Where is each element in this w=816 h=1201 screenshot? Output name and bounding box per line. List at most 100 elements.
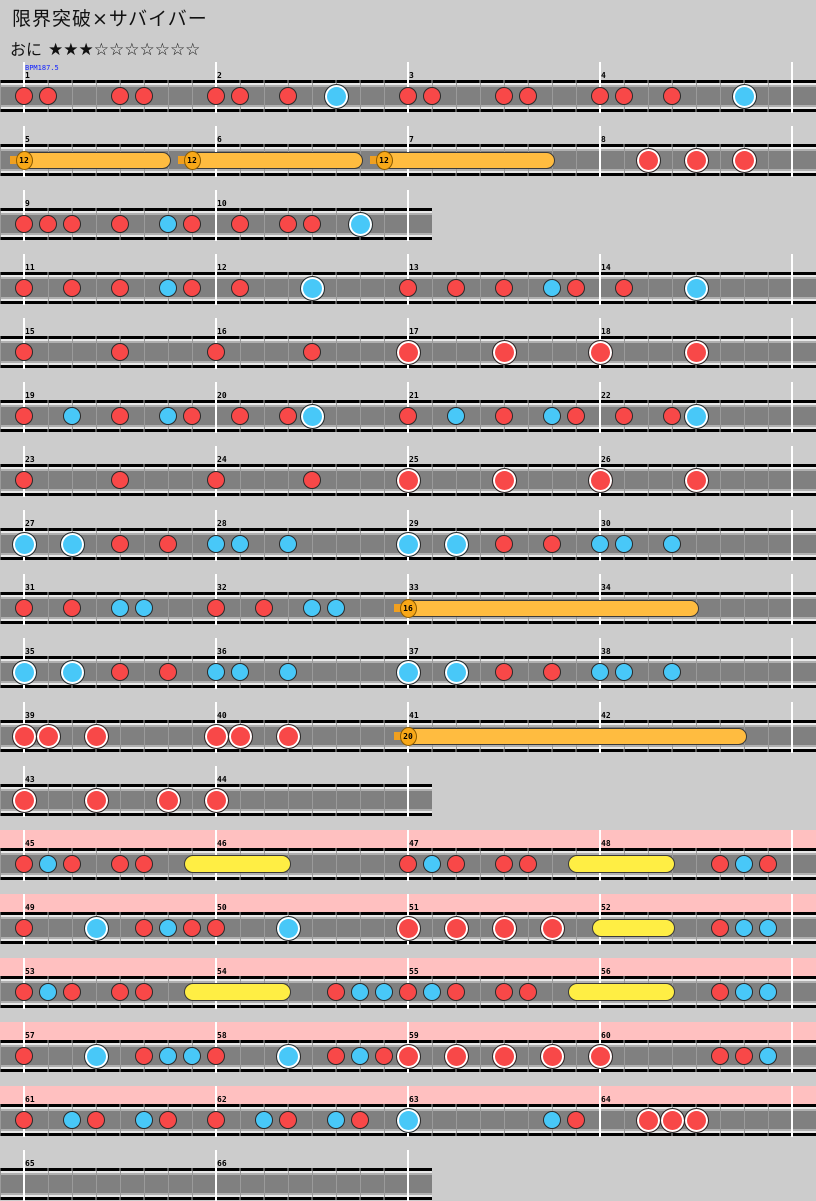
beat-tick: [167, 80, 169, 83]
beat-tick: [527, 749, 529, 752]
beat-tick: [695, 80, 697, 83]
beat-tick: [647, 272, 649, 275]
beat-tick: [0, 109, 1, 112]
beat-line: [312, 1043, 313, 1069]
beat-tick: [503, 173, 505, 176]
beat-line: [288, 339, 289, 365]
beat-line: [720, 83, 721, 109]
measure-number: 28: [217, 519, 227, 528]
beat-tick: [647, 80, 649, 83]
gogo-band: [0, 1022, 216, 1041]
beat-line: [336, 531, 337, 557]
beat-tick: [431, 301, 433, 304]
beat-tick: [671, 173, 673, 176]
beat-line: [432, 403, 433, 429]
beat-tick: [359, 80, 361, 83]
ka-note: [279, 535, 297, 553]
beat-line: [144, 531, 145, 557]
beat-tick: [431, 80, 433, 83]
don-note: [15, 279, 33, 297]
beat-tick: [527, 272, 529, 275]
don-note: [63, 855, 81, 873]
beat-tick: [479, 877, 481, 880]
beat-tick: [119, 237, 121, 240]
beat-line: [96, 1171, 97, 1197]
beat-line: [528, 659, 529, 685]
beat-tick: [671, 1005, 673, 1008]
beat-tick: [287, 237, 289, 240]
beat-tick: [263, 749, 265, 752]
beat-tick: [0, 848, 1, 851]
don-note: [111, 407, 129, 425]
beat-tick: [95, 173, 97, 176]
beat-line: [0, 1043, 1, 1069]
beat-tick: [575, 464, 577, 467]
beat-tick: [743, 592, 745, 595]
beat-line: [384, 723, 385, 749]
beat-tick: [191, 237, 193, 240]
beat-tick: [0, 400, 1, 403]
beat-line: [648, 403, 649, 429]
beat-line: [744, 403, 745, 429]
beat-tick: [47, 813, 49, 816]
beat-line: [768, 467, 769, 493]
ka-note: [159, 407, 177, 425]
beat-tick: [239, 109, 241, 112]
beat-tick: [119, 1040, 121, 1043]
beat-tick: [575, 621, 577, 624]
beat-tick: [167, 912, 169, 915]
beat-tick: [383, 749, 385, 752]
big-don-note: [539, 915, 565, 941]
beat-tick: [575, 365, 577, 368]
beat-tick: [311, 784, 313, 787]
beat-line: [528, 275, 529, 301]
beat-tick: [71, 976, 73, 979]
beat-line: [480, 531, 481, 557]
beat-line: [504, 1107, 505, 1133]
beat-tick: [335, 749, 337, 752]
beat-tick: [71, 685, 73, 688]
beat-tick: [167, 109, 169, 112]
beat-tick: [47, 1104, 49, 1107]
beat-tick: [431, 877, 433, 880]
beat-line: [648, 659, 649, 685]
beat-tick: [383, 429, 385, 432]
beat-line: [168, 339, 169, 365]
beat-tick: [119, 208, 121, 211]
beat-tick: [71, 784, 73, 787]
beat-line: [0, 531, 1, 557]
beat-tick: [143, 1168, 145, 1171]
beat-tick: [383, 528, 385, 531]
beat-tick: [575, 912, 577, 915]
beat-tick: [311, 80, 313, 83]
beat-line: [576, 659, 577, 685]
beat-tick: [479, 528, 481, 531]
beat-tick: [0, 557, 1, 560]
don-note: [111, 471, 129, 489]
beat-tick: [0, 621, 1, 624]
beat-line: [432, 1107, 433, 1133]
beat-tick: [311, 813, 313, 816]
beat-tick: [455, 656, 457, 659]
beat-line: [384, 851, 385, 877]
beat-tick: [767, 1069, 769, 1072]
beat-tick: [623, 848, 625, 851]
beat-tick: [119, 749, 121, 752]
beat-tick: [0, 173, 1, 176]
beat-tick: [191, 621, 193, 624]
beat-line: [48, 1171, 49, 1197]
beat-line: [0, 275, 1, 301]
don-note: [303, 215, 321, 233]
beat-tick: [647, 941, 649, 944]
beat-tick: [95, 301, 97, 304]
beat-tick: [671, 1104, 673, 1107]
beat-line: [96, 467, 97, 493]
beat-tick: [575, 80, 577, 83]
beat-tick: [455, 976, 457, 979]
beat-line: [264, 403, 265, 429]
beat-tick: [551, 592, 553, 595]
beat-line: [168, 851, 169, 877]
beat-tick: [575, 173, 577, 176]
beat-tick: [359, 813, 361, 816]
